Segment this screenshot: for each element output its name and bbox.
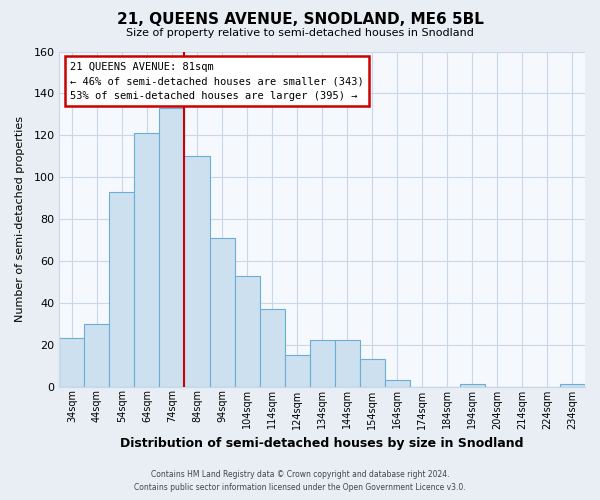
Bar xyxy=(59,338,85,386)
Bar xyxy=(209,238,235,386)
Bar xyxy=(310,340,335,386)
Bar xyxy=(85,324,109,386)
Bar xyxy=(160,108,184,386)
Bar xyxy=(335,340,360,386)
Bar xyxy=(560,384,585,386)
Text: 21, QUEENS AVENUE, SNODLAND, ME6 5BL: 21, QUEENS AVENUE, SNODLAND, ME6 5BL xyxy=(116,12,484,28)
Bar xyxy=(134,133,160,386)
Bar xyxy=(360,360,385,386)
Y-axis label: Number of semi-detached properties: Number of semi-detached properties xyxy=(15,116,25,322)
Bar xyxy=(385,380,410,386)
Bar xyxy=(284,355,310,386)
Bar xyxy=(235,276,260,386)
Text: Size of property relative to semi-detached houses in Snodland: Size of property relative to semi-detach… xyxy=(126,28,474,38)
X-axis label: Distribution of semi-detached houses by size in Snodland: Distribution of semi-detached houses by … xyxy=(121,437,524,450)
Bar xyxy=(109,192,134,386)
Text: Contains HM Land Registry data © Crown copyright and database right 2024.
Contai: Contains HM Land Registry data © Crown c… xyxy=(134,470,466,492)
Text: 21 QUEENS AVENUE: 81sqm
← 46% of semi-detached houses are smaller (343)
53% of s: 21 QUEENS AVENUE: 81sqm ← 46% of semi-de… xyxy=(70,62,364,101)
Bar xyxy=(460,384,485,386)
Bar xyxy=(184,156,209,386)
Bar xyxy=(260,309,284,386)
